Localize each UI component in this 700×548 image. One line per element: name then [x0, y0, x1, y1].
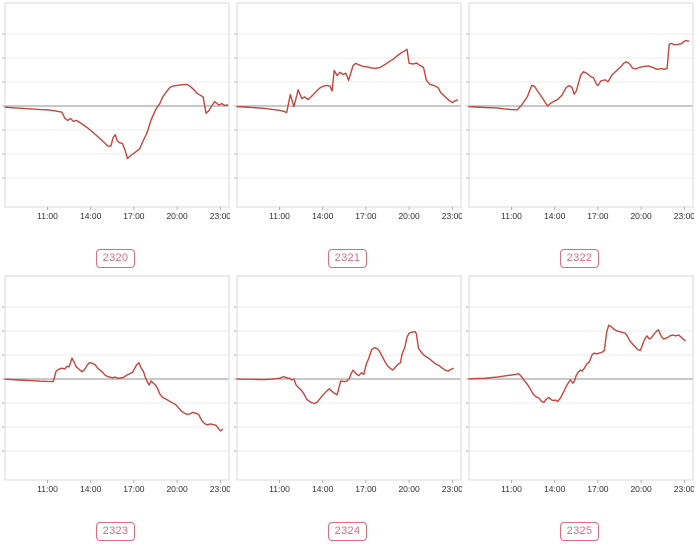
chart-cell-2322: 11:00 14:00 17:00 20:00 23:00 2322 [465, 1, 694, 268]
x-axis-tick-label: 23:00 [210, 211, 230, 221]
intraday-line-chart-2320: 11:00 14:00 17:00 20:00 23:00 [2, 2, 230, 221]
x-axis-tick-label: 11:00 [269, 211, 290, 221]
x-axis-tick-label: 14:00 [80, 484, 102, 494]
price-line [4, 357, 224, 432]
plot-border [468, 275, 694, 481]
x-axis-tick-label: 23:00 [210, 484, 230, 494]
stock-code-link[interactable]: 2325 [559, 522, 600, 541]
x-axis-tick-label: 23:00 [442, 484, 462, 494]
x-axis-tick-label: 20:00 [630, 211, 652, 221]
price-line [236, 331, 454, 405]
stock-code-link[interactable]: 2321 [327, 249, 368, 268]
chart-cell-2320: 11:00 14:00 17:00 20:00 23:00 2320 [1, 1, 230, 268]
badge-row: 2321 [327, 248, 368, 268]
x-axis-tick-label: 11:00 [269, 484, 290, 494]
intraday-line-chart-2321: 11:00 14:00 17:00 20:00 23:00 [234, 2, 462, 221]
badge-row: 2320 [95, 248, 136, 268]
x-axis-tick-label: 20:00 [398, 484, 420, 494]
x-axis-tick-label: 20:00 [398, 211, 420, 221]
x-axis-tick-label: 14:00 [80, 211, 102, 221]
intraday-line-chart-2325: 11:00 14:00 17:00 20:00 23:00 [466, 275, 694, 494]
stock-code-link[interactable]: 2323 [95, 522, 136, 541]
x-axis-tick-label: 17:00 [123, 484, 145, 494]
plot-border [4, 275, 230, 481]
chart-cell-2323: 11:00 14:00 17:00 20:00 23:00 2323 [1, 274, 230, 541]
x-axis-tick-label: 11:00 [37, 484, 58, 494]
x-axis-tick-label: 17:00 [355, 484, 377, 494]
plot-border [4, 2, 230, 208]
x-axis-tick-label: 11:00 [37, 211, 58, 221]
x-axis-tick-label: 11:00 [501, 484, 522, 494]
badge-row: 2324 [327, 521, 368, 541]
x-axis-tick-label: 17:00 [123, 211, 145, 221]
chart-cell-2325: 11:00 14:00 17:00 20:00 23:00 2325 [465, 274, 694, 541]
badge-row: 2322 [559, 248, 600, 268]
stock-code-link[interactable]: 2324 [327, 522, 368, 541]
price-line [4, 83, 229, 160]
plot-border [236, 2, 462, 208]
chart-cell-2321: 11:00 14:00 17:00 20:00 23:00 2321 [233, 1, 462, 268]
price-line [468, 39, 690, 111]
x-axis-tick-label: 23:00 [442, 211, 462, 221]
x-axis-tick-label: 14:00 [544, 484, 566, 494]
x-axis-tick-label: 20:00 [630, 484, 652, 494]
x-axis-tick-label: 20:00 [166, 211, 188, 221]
badge-row: 2325 [559, 521, 600, 541]
x-axis-tick-label: 23:00 [674, 211, 694, 221]
badge-row: 2323 [95, 521, 136, 541]
x-axis-tick-label: 11:00 [501, 211, 522, 221]
stock-code-link[interactable]: 2320 [95, 249, 136, 268]
intraday-line-chart-2324: 11:00 14:00 17:00 20:00 23:00 [234, 275, 462, 494]
x-axis-tick-label: 23:00 [674, 484, 694, 494]
x-axis-tick-label: 14:00 [312, 211, 334, 221]
x-axis-tick-label: 14:00 [312, 484, 334, 494]
price-line [468, 324, 686, 404]
intraday-line-chart-2322: 11:00 14:00 17:00 20:00 23:00 [466, 2, 694, 221]
x-axis-tick-label: 17:00 [355, 211, 377, 221]
intraday-line-chart-2323: 11:00 14:00 17:00 20:00 23:00 [2, 275, 230, 494]
price-line [236, 48, 459, 114]
plot-border [468, 2, 694, 208]
x-axis-tick-label: 20:00 [166, 484, 188, 494]
chart-cell-2324: 11:00 14:00 17:00 20:00 23:00 2324 [233, 274, 462, 541]
plot-border [236, 275, 462, 481]
x-axis-tick-label: 17:00 [587, 211, 609, 221]
x-axis-tick-label: 17:00 [587, 484, 609, 494]
stock-code-link[interactable]: 2322 [559, 249, 600, 268]
x-axis-tick-label: 14:00 [544, 211, 566, 221]
